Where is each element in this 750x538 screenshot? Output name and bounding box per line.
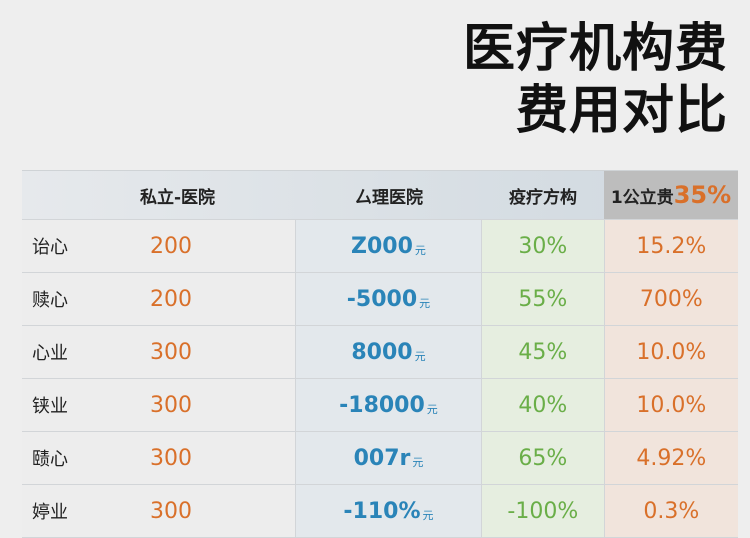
col3-value: 65% [518,445,568,471]
header-col4-pct: 35% [673,181,732,209]
col3-value: 40% [518,392,568,418]
col4-value: 4.92% [636,445,707,471]
col2-value: -110% [343,498,421,524]
header-private-hospital: 私立-医院 [140,187,216,208]
unit-label: 元 [414,350,426,363]
table-row: 赎心 200 -5000 元 55% 700% [22,273,738,326]
title-line-2: 费用对比 [515,81,728,141]
table-row: 婷业 300 -110% 元 -100% 0.3% [22,485,738,538]
private-hospital-value: 300 [150,339,192,365]
row-label: 赜心 [32,449,68,470]
header-col4: 1公立贵 [610,187,674,208]
cost-comparison-table: 私立-医院 厶理医院 疫疗方构 1公立贵 35% 诒心 200 Z000 元 30% … [22,170,738,538]
col3-value: -100% [507,498,579,524]
header-col3: 疫疗方构 [509,187,577,208]
unit-label: 元 [426,403,438,416]
private-hospital-value: 200 [150,233,192,259]
col2-value: 007r [353,445,411,471]
row-label: 诒心 [32,237,68,258]
col2-value: -5000 [346,286,418,312]
title-line-1: 医疗机构费 [462,19,728,79]
private-hospital-value: 200 [150,286,192,312]
row-label: 婷业 [32,502,68,523]
col4-value: 10.0% [636,339,707,365]
table-row: 赜心 300 007r 元 65% 4.92% [22,432,738,485]
header-col2: 厶理医院 [355,187,423,208]
private-hospital-value: 300 [150,445,192,471]
col2-value: 8000 [351,339,413,365]
private-hospital-value: 300 [150,498,192,524]
col3-value: 45% [518,339,568,365]
row-label: 赎心 [32,290,68,311]
col4-value: 700% [639,286,703,312]
page-title: 医疗机构费 费用对比 [463,18,728,142]
col4-value: 0.3% [643,498,700,524]
col2-value: -18000 [339,392,425,418]
unit-label: 元 [414,244,426,257]
col4-value: 10.0% [636,392,707,418]
row-label: 心业 [32,343,68,364]
table-header: 私立-医院 厶理医院 疫疗方构 1公立贵 35% [22,171,738,220]
row-label: 铗业 [32,396,68,417]
unit-label: 元 [419,297,431,310]
table-row: 铗业 300 -18000 元 40% 10.0% [22,379,738,432]
col2-value: Z000 [351,233,413,259]
col3-value: 30% [518,233,568,259]
col4-value: 15.2% [636,233,707,259]
private-hospital-value: 300 [150,392,192,418]
col3-value: 55% [518,286,568,312]
table-row: 诒心 200 Z000 元 30% 15.2% [22,220,738,273]
table-row: 心业 300 8000 元 45% 10.0% [22,326,738,379]
unit-label: 元 [422,509,434,522]
unit-label: 元 [412,456,424,469]
